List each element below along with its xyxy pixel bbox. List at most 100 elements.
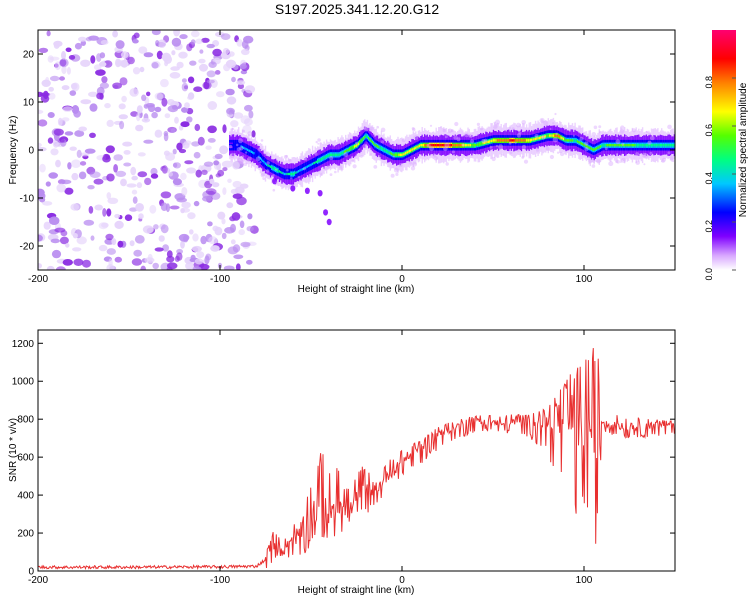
noise-blob	[232, 180, 242, 188]
noise-blob	[246, 259, 253, 265]
ridge-segment	[480, 142, 482, 145]
ridge-halo-point	[314, 152, 318, 156]
noise-blob	[180, 208, 185, 214]
ridge-segment	[557, 135, 560, 138]
noise-blob	[88, 206, 94, 214]
noise-blob	[225, 59, 237, 69]
noise-blob	[233, 254, 244, 260]
noise-blob	[136, 105, 143, 114]
ridge-segment	[416, 146, 418, 149]
noise-blob	[56, 266, 66, 270]
ridge-halo-point	[326, 165, 330, 170]
ridge-segment	[467, 144, 469, 147]
ridge-halo-point	[456, 137, 461, 142]
ridge-segment	[243, 146, 245, 149]
ridge-halo-point	[411, 127, 415, 130]
noise-blob	[137, 171, 148, 178]
ridge-halo-point	[464, 132, 469, 138]
noise-blob	[186, 116, 193, 123]
ridge-segment	[339, 152, 342, 156]
ridge-segment	[655, 144, 658, 147]
noise-blob	[142, 225, 154, 234]
ridge-segment	[514, 139, 516, 142]
noise-blob	[193, 86, 203, 92]
snr-x-tick-label: 0	[399, 575, 405, 586]
ridge-segment	[644, 144, 646, 147]
ridge-halo-point	[398, 163, 403, 168]
ridge-halo-point	[369, 126, 374, 131]
ridge-segment	[276, 168, 278, 172]
ridge-segment	[517, 139, 519, 142]
noise-blob	[107, 197, 119, 204]
ridge-segment	[303, 167, 305, 170]
noise-blob	[48, 92, 56, 100]
ridge-segment	[570, 139, 572, 142]
noise-blob	[134, 235, 145, 244]
ridge-segment	[379, 146, 381, 149]
noise-blob	[42, 201, 53, 206]
noise-blob	[122, 141, 133, 147]
noise-blob	[112, 30, 118, 38]
ridge-segment	[322, 157, 324, 160]
noise-blob	[199, 63, 208, 72]
ridge-halo-point	[315, 140, 318, 144]
noise-blob	[106, 208, 112, 217]
ridge-segment	[352, 146, 355, 149]
ridge-halo-point	[369, 129, 372, 131]
noise-blob	[239, 183, 249, 189]
noise-blob	[71, 159, 81, 168]
ridge-segment	[672, 144, 674, 147]
ridge-halo-point	[604, 147, 608, 151]
noise-blob	[98, 244, 108, 252]
ridge-segment	[396, 153, 398, 156]
noise-blob	[115, 58, 121, 68]
noise-blob	[221, 218, 226, 225]
noise-blob	[106, 192, 112, 200]
ridge-halo-point	[369, 153, 372, 156]
ridge-halo-point	[286, 168, 289, 172]
ridge-segment	[649, 144, 651, 147]
ridge-segment	[317, 160, 319, 163]
ridge-segment	[610, 144, 612, 147]
noise-blob	[207, 221, 213, 227]
ridge-halo-point	[572, 134, 575, 137]
ridge-halo-point	[239, 159, 244, 164]
snr-series-line	[38, 348, 675, 571]
ridge-halo-point	[255, 156, 261, 162]
noise-blob	[187, 92, 195, 100]
ridge-halo-point	[235, 143, 239, 147]
ridge-segment	[604, 144, 607, 147]
ridge-segment	[357, 142, 360, 146]
snr-y-tick-label: 600	[17, 453, 34, 464]
ridge-halo-point	[511, 127, 515, 131]
ridge-segment	[268, 164, 270, 168]
ridge-halo-point	[593, 125, 598, 130]
ridge-segment	[643, 144, 645, 147]
noise-blob	[181, 187, 188, 196]
noise-blob	[172, 148, 177, 155]
noise-blob	[156, 50, 163, 60]
noise-blob	[102, 155, 111, 163]
spectrogram-x-tick-label: -100	[210, 274, 230, 285]
noise-blob	[199, 49, 204, 54]
ridge-segment	[599, 145, 602, 148]
ridge-segment	[575, 139, 577, 142]
noise-blob	[53, 40, 63, 47]
ridge-segment	[254, 152, 256, 155]
ridge-segment	[630, 144, 632, 147]
ridge-halo-point	[395, 172, 399, 176]
ridge-halo-point	[320, 172, 324, 176]
ridge-halo-point	[469, 139, 475, 144]
noise-blob	[89, 103, 98, 112]
ridge-segment	[617, 144, 620, 147]
ridge-segment	[626, 144, 628, 147]
ridge-segment	[522, 139, 524, 142]
ridge-halo-point	[376, 125, 380, 129]
ridge-segment	[263, 161, 265, 164]
spectrogram-y-tick-label: 20	[23, 50, 35, 61]
ridge-halo-point	[643, 153, 649, 158]
ridge-halo-point	[297, 175, 300, 179]
noise-blob	[38, 263, 42, 269]
noise-blob	[51, 249, 62, 259]
ridge-segment	[389, 151, 391, 155]
